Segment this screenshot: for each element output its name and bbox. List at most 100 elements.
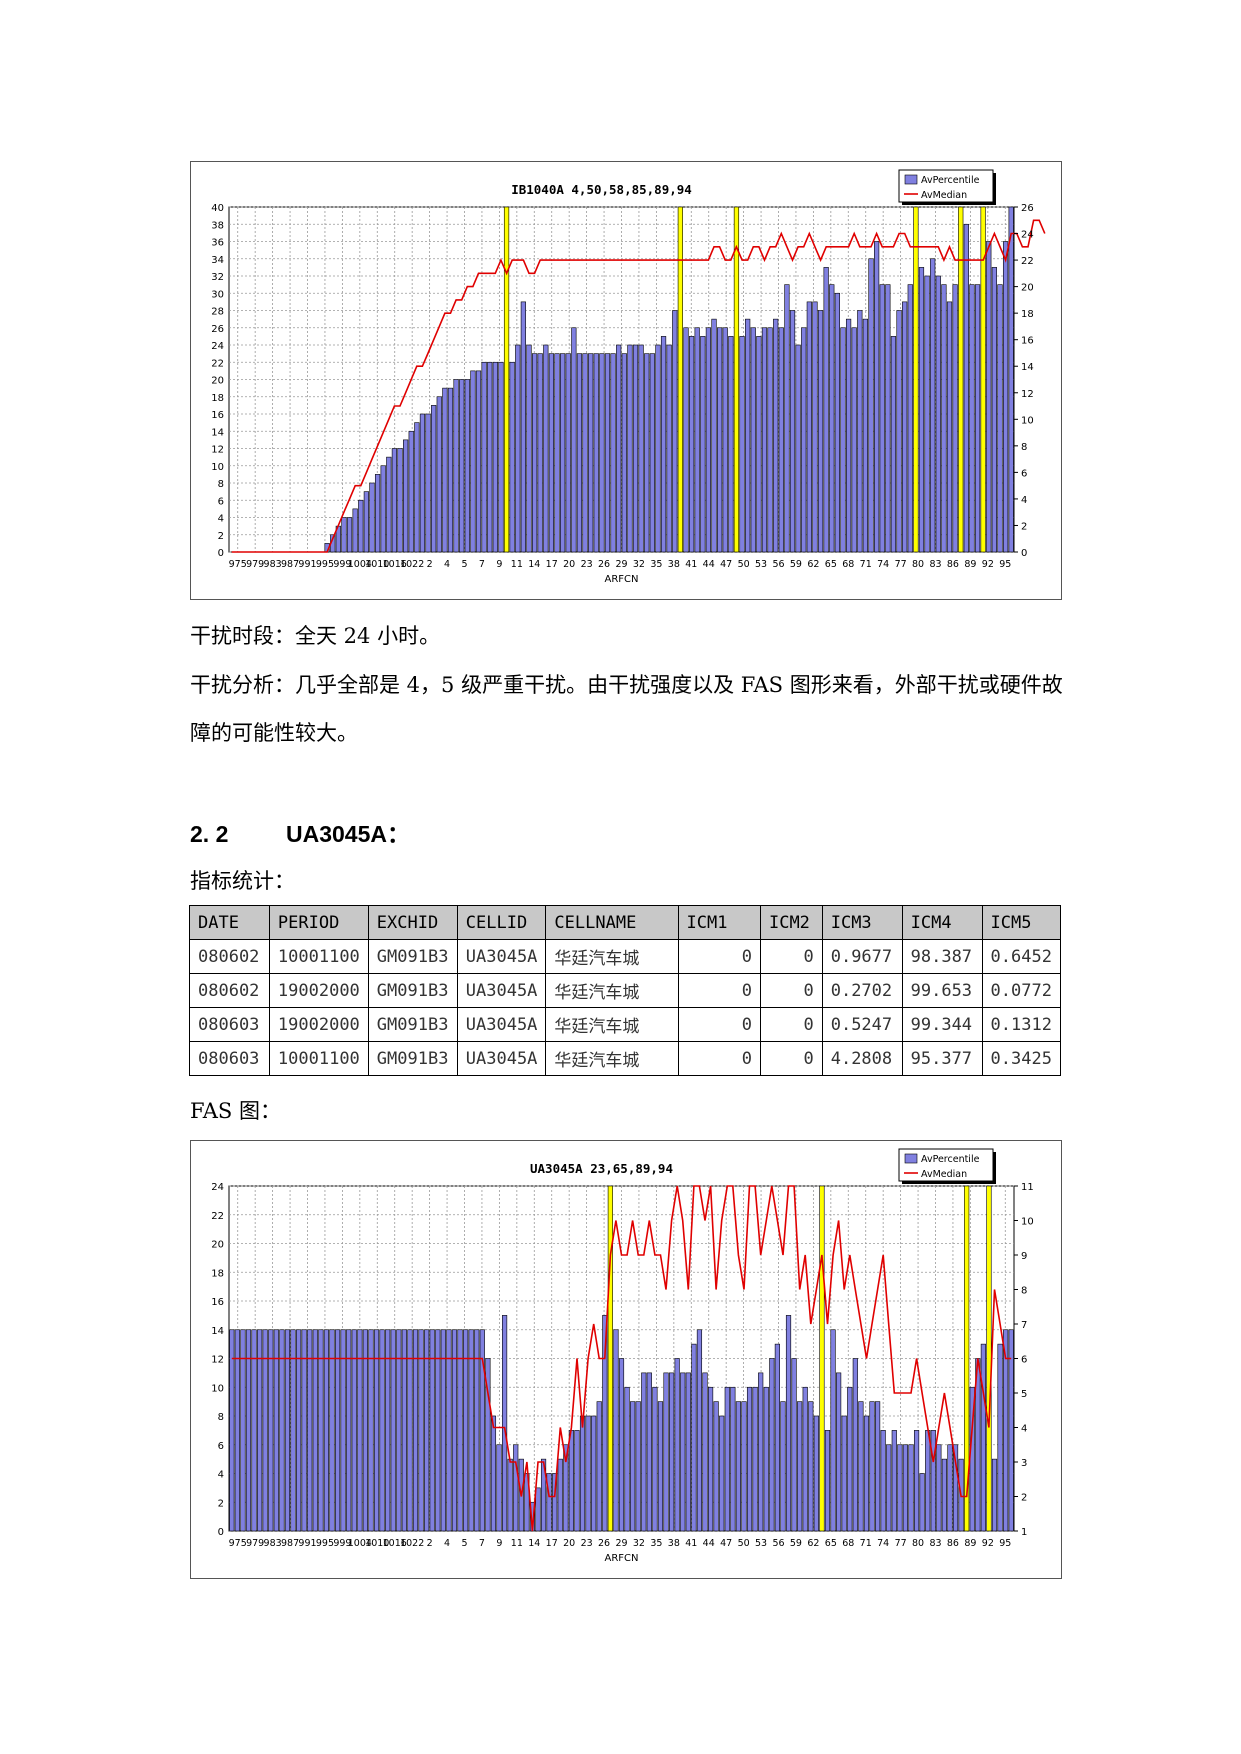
x-tick-label: 979 [246,559,264,570]
table-cell: 19002000 [268,1007,369,1042]
percentile-bar [470,370,476,553]
x-tick-label: 44 [703,1538,715,1549]
percentile-bar [396,1329,402,1532]
x-tick-label: 95 [999,559,1011,570]
table-cell: 华廷汽车城 [545,1007,679,1042]
table-cell: 0.3425 [981,1041,1062,1076]
percentile-bar [746,1386,753,1532]
percentile-bar [841,1415,847,1532]
percentile-bar [918,267,925,553]
percentile-bar [610,353,616,553]
percentile-bar [621,353,627,553]
x-tick-label: 11 [511,1538,523,1549]
percentile-bar [568,1430,574,1532]
y-right-tick-label: 0 [1021,548,1027,559]
highlight-bar [677,206,683,553]
table-header-row: DATE PERIOD EXCHID CELLID CELLNAME ICM1 ICM2 IC… [189,905,1062,940]
legend-label-percentile: AvPercentile [921,1154,980,1165]
median-line [231,1185,1012,1532]
table-row: 080603 19002000 GM091B3 UA3045A 华廷汽车城 0 0 0.524… [189,1007,1062,1042]
percentile-bar [1008,206,1014,553]
x-tick-label: 20 [563,559,575,570]
percentile-bar [655,344,661,553]
x-tick-label: 92 [982,559,994,570]
x-tick-label: 71 [860,559,872,570]
y-left-tick-label: 34 [211,255,224,266]
column-header-icm1: ICM1 [677,905,761,940]
percentile-bar [674,1358,680,1532]
x-tick-label: 83 [929,1538,941,1549]
percentile-bar [468,1329,474,1532]
y-right-tick-label: 10 [1021,1217,1034,1228]
percentile-bar [368,1329,374,1532]
percentile-bar [307,1329,313,1532]
table-cell: 0 [677,939,761,974]
x-tick-label: 47 [720,1538,732,1549]
section-number: 2. 2 [190,821,229,847]
percentile-bar [863,1415,870,1532]
x-tick-label: 1004 [348,559,372,570]
y-left-tick-label: 8 [218,479,224,490]
column-header-cellname: CELLNAME [545,905,679,940]
table-cell: 0 [759,939,823,974]
percentile-bar [758,1372,764,1532]
percentile-bar [946,301,953,553]
percentile-bar [952,1444,959,1532]
x-tick-label: 59 [790,559,802,570]
percentile-bar [891,1430,897,1532]
percentile-bar [485,1358,491,1532]
column-header-icm2: ICM2 [759,905,823,940]
percentile-bar [498,361,504,553]
y-right-tick-label: 24 [1021,230,1034,241]
table-cell: 0 [759,973,823,1008]
x-tick-label: 77 [895,559,907,570]
x-tick-label: 80 [912,1538,924,1549]
y-right-tick-label: 6 [1021,468,1027,479]
x-tick-label: 983 [264,559,282,570]
percentile-bar [557,1458,563,1532]
percentile-bar [535,1487,541,1532]
percentile-bar [646,1372,652,1532]
chart-svg: 0246810121416182022242628303234363840024… [211,169,1046,585]
y-left-tick-label: 10 [211,1383,224,1394]
percentile-bar [524,1473,530,1532]
x-tick-label: 59 [790,1538,802,1549]
x-tick-label: 35 [650,559,662,570]
y-right-tick-label: 8 [1021,442,1027,453]
table-cell: UA3045A [456,939,547,974]
x-tick-label: 62 [807,1538,819,1549]
x-tick-label: 1022 [400,559,424,570]
percentile-bar [997,284,1003,553]
x-tick-label: 35 [650,1538,662,1549]
percentile-bar [663,1372,669,1532]
percentile-bar [453,379,459,553]
x-tick-label: 65 [825,1538,837,1549]
percentile-bar [774,1343,780,1532]
percentile-bar [526,344,532,553]
percentile-bar [780,1401,786,1532]
x-tick-label: 68 [842,559,854,570]
chart-title: IB1040A 4,50,58,85,89,94 [511,182,692,197]
x-tick-label: 56 [772,559,784,570]
table-cell: 0 [677,973,761,1008]
percentile-bar [778,327,784,553]
percentile-bar [464,379,470,553]
x-tick-label: 17 [546,559,558,570]
x-tick-label: 62 [807,559,819,570]
x-tick-label: 41 [685,559,697,570]
x-tick-label: 74 [877,1538,889,1549]
column-header-date: DATE [189,905,270,940]
y-left-tick-label: 6 [218,1441,224,1452]
table-cell: 10001100 [268,1041,369,1076]
interference-period-text: 干扰时段：全天 24 小时。 [190,624,441,648]
percentile-bar [582,353,588,553]
percentile-bar [767,327,773,553]
percentile-bar [756,336,762,553]
x-tick-label: 38 [668,1538,680,1549]
table-cell: 华廷汽车城 [545,1041,679,1076]
percentile-bar [735,1401,741,1532]
percentile-bar [362,1329,368,1532]
percentile-bar [390,1329,396,1532]
percentile-bar [925,1430,931,1532]
